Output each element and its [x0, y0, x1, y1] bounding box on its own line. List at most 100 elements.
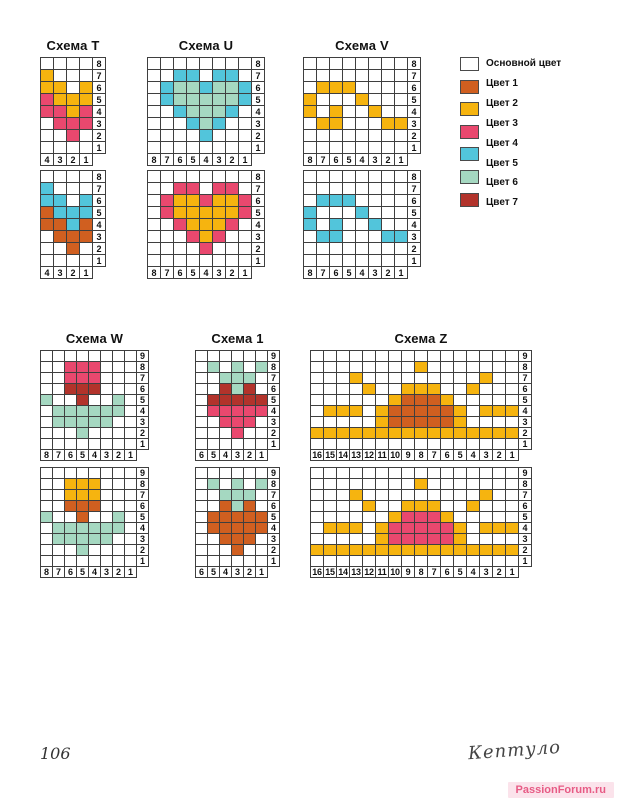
- pattern-cell: [505, 511, 519, 523]
- pattern-cell: [40, 194, 54, 207]
- pattern-cell: [401, 555, 415, 567]
- pattern-cell: [66, 218, 80, 231]
- pattern-cell: [207, 544, 220, 556]
- pattern-cell: [238, 117, 252, 130]
- pattern-cell: [401, 478, 415, 490]
- pattern-cell: [479, 361, 493, 373]
- pattern-cell: [207, 350, 220, 362]
- row-number-label: 3: [136, 533, 149, 545]
- pattern-cell: [124, 489, 137, 501]
- pattern-cell: [52, 416, 65, 428]
- pattern-cell: [124, 511, 137, 523]
- pattern-cell: [355, 218, 369, 231]
- pattern-cell: [219, 544, 232, 556]
- pattern-cell: [199, 182, 213, 195]
- row-number-label: 7: [267, 489, 280, 501]
- pattern-cell: [238, 206, 252, 219]
- pattern-cell: [160, 105, 174, 118]
- pattern-cell: [505, 394, 519, 406]
- site-watermark: PassionForum.ru: [507, 782, 614, 798]
- pattern-cell: [160, 57, 174, 70]
- row-number-label: 4: [251, 105, 265, 118]
- row-number-label: 5: [518, 394, 532, 406]
- pattern-cell: [231, 500, 244, 512]
- column-number-label: 8: [40, 449, 53, 461]
- pattern-cell: [124, 394, 137, 406]
- pattern-cell: [79, 117, 93, 130]
- pattern-cell: [349, 489, 363, 501]
- pattern-cell: [100, 467, 113, 479]
- pattern-cell: [64, 544, 77, 556]
- pattern-cell: [414, 438, 428, 450]
- pattern-cell: [40, 489, 53, 501]
- pattern-cell: [219, 489, 232, 501]
- pattern-cell: [79, 182, 93, 195]
- pattern-cell: [124, 478, 137, 490]
- column-number-label: 2: [492, 449, 506, 461]
- pattern-cell: [401, 467, 415, 479]
- pattern-cell: [160, 230, 174, 243]
- row-number-label: 2: [267, 544, 280, 556]
- column-number-label: 4: [219, 449, 232, 461]
- pattern-cell: [362, 350, 376, 362]
- row-number-label: 1: [136, 555, 149, 567]
- pattern-cell: [243, 427, 256, 439]
- pattern-cell: [100, 511, 113, 523]
- pattern-cell: [323, 350, 337, 362]
- pattern-cell: [40, 57, 54, 70]
- pattern-cell: [303, 194, 317, 207]
- column-number-label: 6: [64, 449, 77, 461]
- pattern-cell: [173, 182, 187, 195]
- pattern-cell: [323, 522, 337, 534]
- row-number-label: 7: [92, 182, 106, 195]
- pattern-cell: [375, 511, 389, 523]
- column-number-label: 7: [316, 153, 330, 166]
- pattern-cell: [255, 522, 268, 534]
- pattern-cell: [401, 350, 415, 362]
- row-number-label: 2: [92, 129, 106, 142]
- pattern-cell: [53, 129, 67, 142]
- legend-label: Цвет 3: [486, 117, 518, 129]
- pattern-cell: [100, 555, 113, 567]
- row-number-label: 9: [518, 467, 532, 479]
- pattern-cell: [66, 105, 80, 118]
- pattern-cell: [492, 383, 506, 395]
- pattern-cell: [88, 500, 101, 512]
- pattern-cell: [207, 511, 220, 523]
- pattern-cell: [375, 394, 389, 406]
- pattern-cell: [394, 93, 408, 106]
- pattern-cell: [362, 405, 376, 417]
- row-number-label: 1: [251, 141, 265, 154]
- pattern-cell: [173, 69, 187, 82]
- row-number-label: 3: [267, 416, 280, 428]
- pattern-cell: [453, 544, 467, 556]
- pattern-cell: [100, 427, 113, 439]
- pattern-cell: [349, 383, 363, 395]
- pattern-cell: [199, 57, 213, 70]
- row-number-label: 5: [136, 394, 149, 406]
- pattern-cell: [388, 544, 402, 556]
- column-number-label: 16: [310, 566, 324, 578]
- pattern-cell: [355, 57, 369, 70]
- pattern-cell: [505, 361, 519, 373]
- pattern-cell: [414, 467, 428, 479]
- pattern-cell: [52, 467, 65, 479]
- pattern-cell: [505, 489, 519, 501]
- pattern-cell: [52, 500, 65, 512]
- pattern-cell: [316, 69, 330, 82]
- pattern-cell: [401, 394, 415, 406]
- column-number-label: 8: [303, 153, 317, 166]
- row-number-label: 2: [136, 544, 149, 556]
- column-number-label: 1: [79, 153, 93, 166]
- pattern-cell: [381, 218, 395, 231]
- pattern-cell: [329, 206, 343, 219]
- pattern-cell: [52, 522, 65, 534]
- pattern-cell: [479, 372, 493, 384]
- pattern-cell: [479, 500, 493, 512]
- column-number-label: 3: [231, 566, 244, 578]
- pattern-cell: [225, 254, 239, 267]
- pattern-cell: [310, 511, 324, 523]
- pattern-cell: [388, 522, 402, 534]
- column-number-label: 5: [207, 449, 220, 461]
- pattern-cell: [147, 129, 161, 142]
